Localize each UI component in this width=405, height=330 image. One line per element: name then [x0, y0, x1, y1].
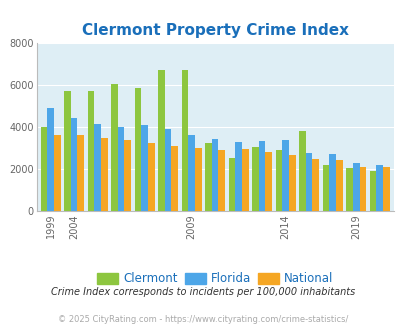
- Bar: [71, 117, 77, 211]
- Bar: [375, 165, 382, 211]
- Text: © 2025 CityRating.com - https://www.cityrating.com/crime-statistics/: © 2025 CityRating.com - https://www.city…: [58, 314, 347, 324]
- Legend: Clermont, Florida, National: Clermont, Florida, National: [92, 268, 337, 290]
- Title: Clermont Property Crime Index: Clermont Property Crime Index: [81, 22, 348, 38]
- Bar: [101, 138, 107, 211]
- Bar: [77, 135, 84, 211]
- Bar: [288, 155, 295, 211]
- Bar: [228, 157, 235, 211]
- Bar: [241, 149, 248, 211]
- Bar: [382, 167, 389, 211]
- Bar: [64, 91, 71, 211]
- Bar: [181, 70, 188, 211]
- Bar: [171, 146, 178, 211]
- Bar: [188, 135, 194, 211]
- Bar: [158, 70, 164, 211]
- Bar: [134, 88, 141, 211]
- Bar: [328, 154, 335, 211]
- Bar: [265, 152, 271, 211]
- Bar: [87, 91, 94, 211]
- Bar: [275, 150, 282, 211]
- Bar: [322, 165, 328, 211]
- Bar: [94, 124, 101, 211]
- Bar: [352, 163, 358, 211]
- Bar: [345, 168, 352, 211]
- Bar: [252, 147, 258, 211]
- Bar: [211, 139, 218, 211]
- Bar: [358, 167, 365, 211]
- Bar: [194, 148, 201, 211]
- Bar: [258, 141, 265, 211]
- Bar: [305, 153, 312, 211]
- Bar: [40, 127, 47, 211]
- Bar: [282, 140, 288, 211]
- Bar: [298, 131, 305, 211]
- Bar: [47, 108, 54, 211]
- Text: Crime Index corresponds to incidents per 100,000 inhabitants: Crime Index corresponds to incidents per…: [51, 287, 354, 297]
- Bar: [111, 84, 117, 211]
- Bar: [147, 143, 154, 211]
- Bar: [54, 135, 60, 211]
- Bar: [141, 125, 147, 211]
- Bar: [117, 127, 124, 211]
- Bar: [335, 160, 342, 211]
- Bar: [235, 142, 241, 211]
- Bar: [369, 171, 375, 211]
- Bar: [164, 129, 171, 211]
- Bar: [312, 159, 318, 211]
- Bar: [218, 150, 224, 211]
- Bar: [205, 143, 211, 211]
- Bar: [124, 140, 131, 211]
